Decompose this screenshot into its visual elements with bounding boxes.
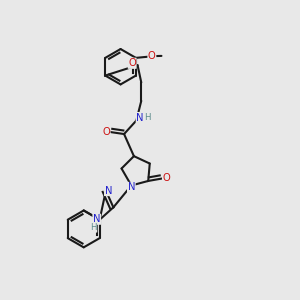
Text: H: H: [90, 223, 97, 232]
Text: H: H: [144, 113, 151, 122]
Text: N: N: [93, 214, 100, 224]
Text: N: N: [136, 112, 144, 123]
Text: N: N: [105, 185, 112, 196]
Text: O: O: [128, 58, 136, 68]
Text: N: N: [128, 182, 135, 192]
Text: O: O: [163, 173, 170, 183]
Text: O: O: [102, 127, 110, 136]
Text: O: O: [148, 51, 156, 61]
